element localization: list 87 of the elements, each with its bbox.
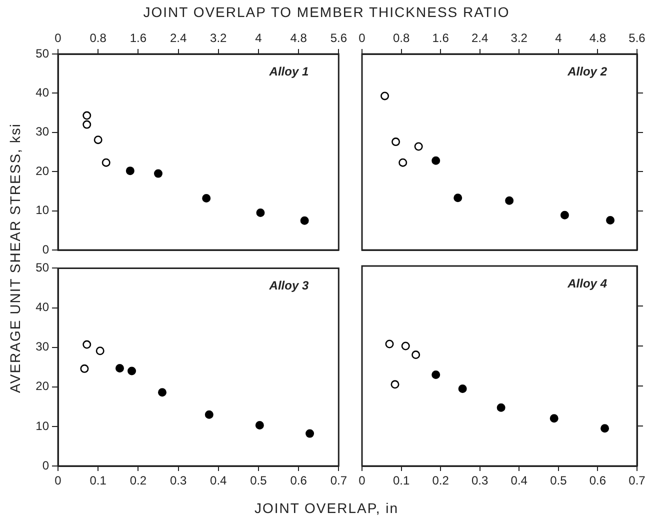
point — [401, 342, 410, 350]
x2-tick-label: 0 — [358, 31, 366, 46]
x2-tick-label: 2.4 — [170, 31, 187, 46]
x2-tick-label: 0.8 — [392, 31, 410, 46]
point — [380, 92, 390, 100]
point — [550, 414, 558, 423]
point — [385, 340, 394, 348]
x2-tick-label: 4 — [255, 31, 262, 46]
x-tick-label: 0 — [54, 474, 62, 488]
point — [560, 210, 569, 220]
point — [154, 169, 162, 178]
x2-tick-label: 5.6 — [330, 31, 348, 46]
x2-tick-label: 0.8 — [90, 31, 107, 46]
point — [115, 364, 124, 373]
x-tick-label: 0.6 — [290, 474, 308, 488]
point — [255, 421, 264, 430]
point — [496, 403, 506, 412]
point — [300, 216, 309, 225]
y-tick-label: 20 — [36, 379, 50, 394]
x2-tick-label: 4 — [555, 31, 562, 46]
x-tick-label: 0.2 — [130, 474, 147, 488]
annotation: Alloy 2 — [566, 64, 608, 78]
point — [390, 380, 400, 389]
point — [96, 346, 104, 356]
point — [600, 424, 610, 433]
point — [82, 111, 92, 120]
y-tick-label: 40 — [36, 86, 50, 100]
x2-tick-label: 5.6 — [628, 31, 646, 46]
y-tick-label: 0 — [42, 458, 50, 472]
point — [158, 388, 166, 397]
y-tick-label: 10 — [36, 203, 50, 218]
point — [202, 194, 211, 203]
point — [256, 208, 265, 218]
x2-tick-label: 1.6 — [432, 31, 450, 46]
x-tick-label: 0.6 — [589, 474, 606, 488]
point — [80, 364, 89, 373]
point — [458, 384, 467, 394]
x-tick-label: 0.7 — [628, 474, 646, 488]
point — [398, 158, 408, 167]
x-tick-label: 0.7 — [330, 474, 348, 488]
point — [454, 194, 462, 202]
x2-tick-label: 1.6 — [130, 31, 147, 46]
point — [102, 158, 110, 167]
y-tick-label: 40 — [36, 300, 50, 314]
point — [306, 429, 314, 438]
x2-tick-label: 2.4 — [472, 31, 489, 46]
annotation: Alloy 4 — [566, 276, 608, 290]
point — [82, 120, 92, 129]
x2-tick-label: 4.8 — [290, 31, 308, 46]
x2-tick-label: 3.2 — [210, 31, 228, 46]
y-tick-label: 30 — [36, 124, 50, 139]
x-tick-label: 0.4 — [210, 474, 228, 488]
x2-tick-label: 4.8 — [589, 31, 606, 46]
y-tick-label: 50 — [36, 260, 50, 275]
point — [204, 410, 214, 419]
x-tick-label: 0.3 — [170, 474, 187, 488]
x-tick-label: 0.4 — [510, 474, 528, 488]
x2-axis-title: JOINT OVERLAP TO MEMBER THICKNESS RATIO — [142, 4, 511, 20]
point — [432, 370, 440, 380]
y-axis-title: AVERAGE UNIT SHEAR STRESS, ksi — [7, 122, 23, 395]
point — [128, 366, 136, 376]
x-axis-title: JOINT OVERLAP, in — [253, 500, 400, 516]
x-tick-label: 0.3 — [472, 474, 489, 488]
point — [392, 138, 400, 146]
y-tick-label: 10 — [36, 418, 50, 433]
y-tick-label: 20 — [36, 164, 50, 178]
x-tick-label: 0.2 — [432, 474, 450, 488]
y-tick-label: 0 — [42, 242, 50, 256]
y-tick-label: 50 — [36, 46, 50, 60]
y-tick-label: 30 — [36, 340, 50, 354]
point — [606, 216, 615, 224]
x-tick-label: 0.1 — [90, 474, 107, 488]
point — [126, 166, 134, 176]
x-tick-label: 0.1 — [392, 474, 410, 488]
annotation: Alloy 3 — [268, 278, 309, 293]
point — [414, 142, 423, 151]
point — [82, 340, 92, 349]
point — [412, 350, 420, 360]
point — [94, 136, 102, 144]
point — [432, 156, 440, 165]
x-tick-label: 0.5 — [550, 474, 568, 488]
x2-tick-label: 0 — [54, 31, 62, 46]
x-tick-label: 0.5 — [250, 474, 268, 488]
x2-tick-label: 3.2 — [510, 31, 528, 46]
annotation: Alloy 1 — [268, 64, 309, 78]
x-tick-label: 0 — [358, 474, 366, 488]
point — [505, 196, 514, 205]
